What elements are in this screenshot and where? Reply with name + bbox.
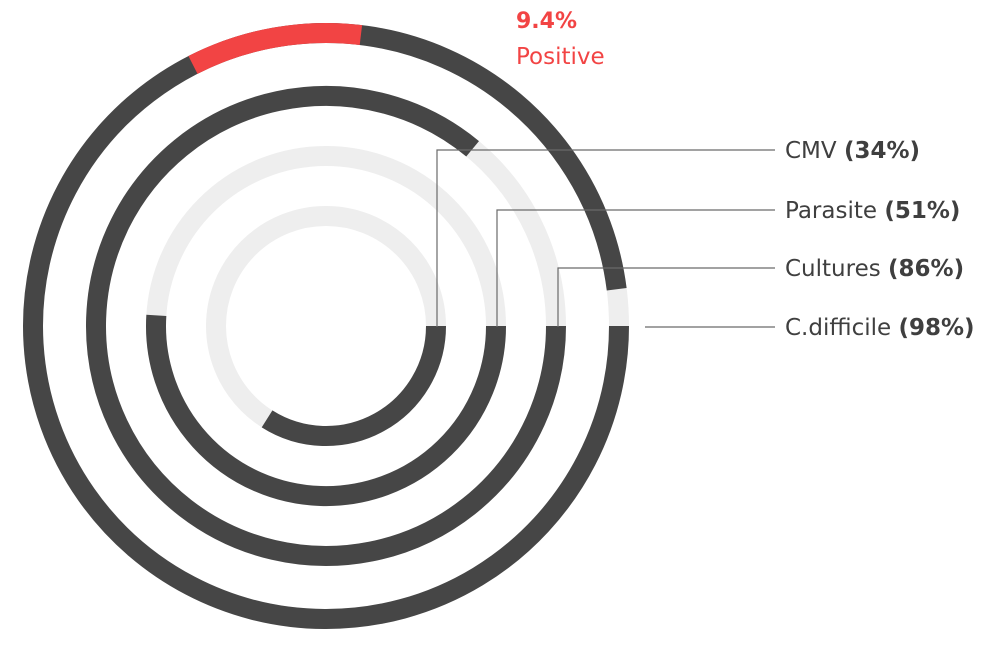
leader-lines: [436, 149, 775, 328]
label-parasite: Parasite (51%): [785, 198, 960, 224]
bar-parasite: [146, 314, 506, 507]
label-value-c-difficile: (98%): [898, 315, 974, 341]
label-name-parasite: Parasite: [785, 198, 884, 224]
bar-cultures: [86, 86, 566, 566]
positive-arc: [188, 23, 363, 74]
label-value-parasite: (51%): [884, 198, 960, 224]
positive-label: Positive: [516, 44, 605, 70]
label-name-cmv: CMV: [785, 138, 844, 164]
leader-line-parasite: [496, 209, 775, 327]
bar-c-difficile: [23, 23, 629, 629]
ring-labels: CMV (34%) Parasite (51%) Cultures (86%) C.d…: [785, 138, 975, 341]
positive-percent: 9.4%: [516, 9, 577, 34]
ring-bars: [23, 23, 629, 629]
positive-highlight: [188, 23, 363, 74]
label-name-cultures: Cultures: [785, 256, 888, 282]
bar-cmv: [261, 325, 446, 446]
label-cultures: Cultures (86%): [785, 256, 964, 282]
label-value-cmv: (34%): [844, 138, 920, 164]
label-value-cultures: (86%): [888, 256, 964, 282]
label-cmv: CMV (34%): [785, 138, 920, 164]
leader-line-cmv: [436, 149, 775, 327]
leader-line-cultures: [557, 267, 775, 327]
label-name-c-difficile: C.difficile: [785, 315, 898, 341]
label-c-difficile: C.difficile (98%): [785, 315, 975, 341]
